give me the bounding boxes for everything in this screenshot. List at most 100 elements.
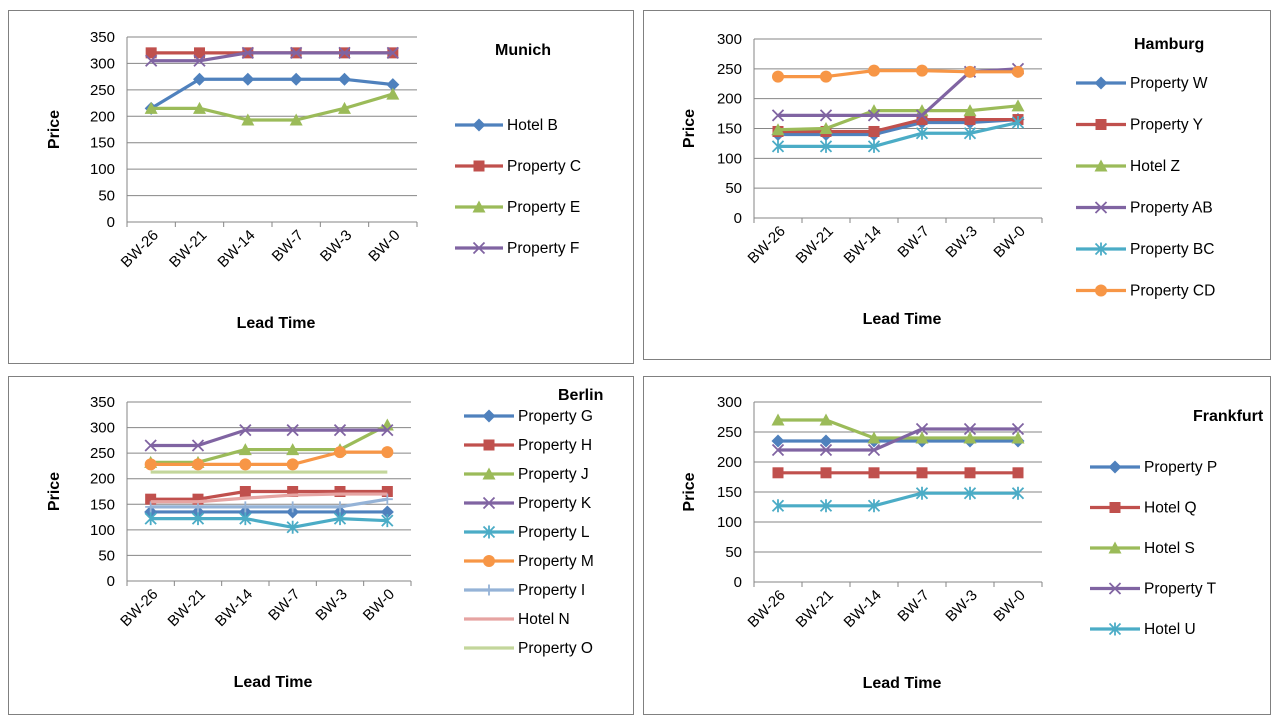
data-point	[286, 458, 299, 471]
y-tick-label: 0	[734, 210, 742, 227]
legend-label: Property C	[507, 158, 581, 175]
y-tick-label: 300	[717, 394, 742, 411]
data-point	[771, 139, 785, 153]
legend-marker	[483, 439, 495, 451]
data-point	[192, 493, 204, 505]
y-tick-label: 150	[717, 484, 742, 501]
y-tick-label: 0	[734, 574, 742, 591]
series-line	[150, 489, 388, 501]
x-tick-label: BW-3	[942, 223, 980, 261]
y-tick-label: 300	[90, 420, 115, 437]
legend-label: Hotel N	[518, 611, 570, 628]
data-point	[193, 54, 206, 67]
data-point	[290, 46, 303, 59]
chart-panel-berlin: 0 50 100 150 200 250 300 350 BW-26 BW-21 BW-14 BW-7…	[8, 376, 634, 715]
legend-marker	[472, 200, 486, 213]
series-line	[778, 117, 1019, 137]
data-point	[963, 422, 977, 436]
data-point	[192, 458, 204, 471]
legend-label: Hotel B	[507, 117, 558, 134]
data-point	[1011, 431, 1025, 444]
chart-title: Munich	[495, 42, 551, 59]
data-point	[239, 512, 252, 526]
legend-label: Hotel U	[1144, 621, 1196, 638]
x-tick-label: BW-14	[841, 223, 885, 267]
x-tick-label: BW-14	[212, 586, 256, 630]
series-line	[778, 427, 1018, 452]
data-point	[193, 72, 206, 86]
y-tick-label: 200	[717, 454, 742, 471]
series-line	[150, 497, 388, 509]
y-tick-label: 300	[90, 55, 115, 72]
data-point	[191, 439, 205, 452]
data-point	[819, 109, 833, 122]
data-point	[333, 423, 347, 437]
data-point	[338, 101, 351, 114]
data-point	[963, 104, 977, 117]
data-point	[286, 423, 299, 437]
y-axis-title: Price	[46, 472, 63, 511]
series-line	[151, 51, 393, 63]
chart-svg: 0 50 100 150 200 250 300 350 BW-26 BW-21 BW-14 BW-7…	[46, 387, 603, 691]
x-tick-label: BW-26	[117, 586, 161, 630]
data-point	[334, 486, 346, 497]
x-tick-label: BW-3	[312, 586, 350, 624]
legend-label: Hotel S	[1144, 540, 1195, 557]
data-point	[819, 139, 833, 153]
x-tick-label: BW-3	[317, 227, 355, 265]
data-point	[868, 64, 880, 77]
data-point	[772, 467, 784, 479]
data-point	[1011, 486, 1025, 500]
legend-label: Property Y	[1130, 117, 1203, 134]
legend-label: Property G	[518, 408, 593, 425]
data-point	[819, 122, 833, 134]
x-axis-title: Lead Time	[863, 311, 942, 328]
x-tick-label: BW-14	[841, 587, 885, 631]
data-point	[239, 423, 252, 437]
data-point	[381, 446, 394, 459]
data-point	[820, 70, 832, 83]
data-point	[1011, 422, 1025, 436]
legend-marker	[483, 555, 495, 567]
data-point	[145, 54, 158, 67]
x-tick-label: BW-21	[793, 223, 837, 267]
legend-marker	[1095, 119, 1107, 130]
data-point	[771, 443, 785, 457]
legend-label: Property O	[518, 640, 593, 657]
data-point	[867, 443, 881, 457]
y-tick-label: 250	[90, 82, 115, 99]
legend-label: Property T	[1144, 581, 1217, 598]
legend-marker	[1094, 242, 1108, 256]
data-point	[771, 434, 785, 448]
x-axis-title: Lead Time	[863, 675, 942, 692]
y-tick-label: 100	[717, 150, 742, 167]
data-point	[1012, 467, 1024, 479]
data-point	[867, 109, 881, 122]
x-tick-label: BW-3	[942, 587, 980, 625]
data-point	[287, 501, 299, 513]
legend-marker	[1094, 159, 1108, 172]
x-tick-label: BW-26	[118, 227, 162, 271]
legend-label: Property M	[518, 553, 594, 570]
data-point	[819, 443, 833, 457]
y-tick-label: 350	[90, 29, 115, 46]
data-point	[915, 486, 929, 500]
data-point	[867, 431, 881, 444]
legend-marker	[482, 525, 496, 539]
data-point	[193, 101, 206, 114]
legend-marker	[472, 241, 486, 255]
data-point	[144, 439, 157, 452]
y-tick-label: 50	[725, 180, 742, 197]
legend-marker	[1094, 201, 1108, 214]
data-point	[289, 72, 303, 86]
series-line	[150, 517, 388, 529]
data-point	[915, 422, 929, 436]
y-tick-label: 100	[90, 161, 115, 178]
x-tick-label: BW-7	[265, 586, 303, 624]
legend-label: Property P	[1144, 459, 1217, 476]
x-tick-label: BW-21	[166, 227, 210, 271]
data-point	[145, 493, 157, 505]
series-line	[778, 491, 1018, 508]
chart-title: Hamburg	[1134, 36, 1204, 53]
x-tick-label: BW-21	[793, 587, 837, 631]
